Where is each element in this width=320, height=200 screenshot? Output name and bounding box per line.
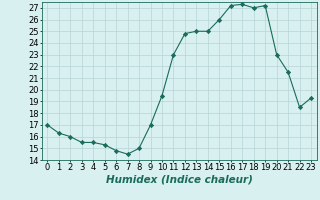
X-axis label: Humidex (Indice chaleur): Humidex (Indice chaleur) <box>106 175 252 185</box>
